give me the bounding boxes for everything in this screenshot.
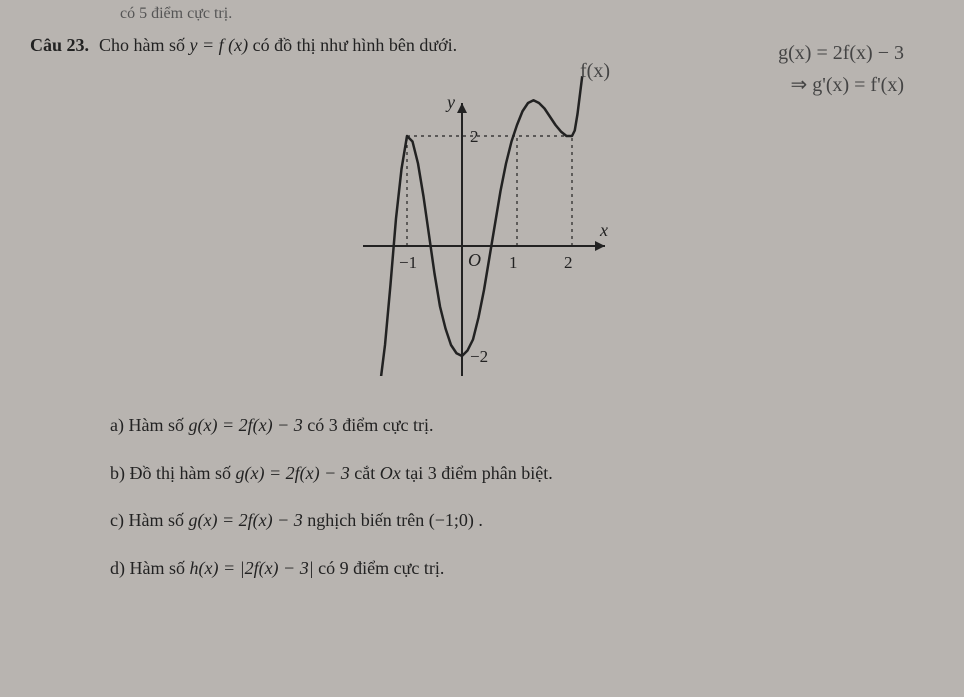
handwriting-line2: ⇒ g'(x) = f'(x) — [790, 72, 904, 97]
opt-b-suffix: tại 3 điểm phân biệt. — [405, 463, 552, 483]
opt-d-formula: h(x) = |2f(x) − 3| — [190, 558, 314, 578]
svg-text:x: x — [599, 220, 608, 240]
svg-text:1: 1 — [509, 253, 518, 272]
opt-d-suffix: có 9 điểm cực trị. — [318, 558, 444, 578]
opt-c-formula: g(x) = 2f(x) − 3 — [188, 510, 302, 530]
question-formula: y = f (x) — [190, 35, 249, 55]
opt-c-prefix: c) Hàm số — [110, 510, 188, 530]
handwriting-line1: g(x) = 2f(x) − 3 — [778, 42, 904, 65]
opt-c-mid: nghịch biến trên — [307, 510, 428, 530]
svg-text:−1: −1 — [399, 253, 417, 272]
opt-b-ox: Ox — [380, 463, 401, 483]
opt-a-prefix: a) Hàm số — [110, 415, 188, 435]
opt-b-prefix: b) Đồ thị hàm số — [110, 463, 236, 483]
handwriting-fx: f(x) — [580, 60, 610, 83]
option-a: a) Hàm số g(x) = 2f(x) − 3 có 3 điểm cực… — [110, 406, 934, 446]
function-graph: y x O −1 1 2 2 −2 — [342, 76, 622, 376]
question-suffix: có đồ thị như hình bên dưới. — [253, 35, 458, 55]
svg-text:O: O — [468, 250, 481, 270]
opt-b-mid: cắt — [354, 463, 379, 483]
options-list: a) Hàm số g(x) = 2f(x) − 3 có 3 điểm cực… — [110, 406, 934, 588]
option-b: b) Đồ thị hàm số g(x) = 2f(x) − 3 cắt Ox… — [110, 454, 934, 494]
chart-container: y x O −1 1 2 2 −2 — [30, 76, 934, 376]
opt-a-formula: g(x) = 2f(x) − 3 — [188, 415, 302, 435]
svg-text:y: y — [445, 92, 455, 112]
svg-text:−2: −2 — [470, 347, 488, 366]
question-prefix: Cho hàm số — [99, 35, 190, 55]
option-d: d) Hàm số h(x) = |2f(x) − 3| có 9 điểm c… — [110, 549, 934, 589]
question-number: Câu 23. — [30, 35, 89, 56]
opt-d-prefix: d) Hàm số — [110, 558, 190, 578]
option-c: c) Hàm số g(x) = 2f(x) − 3 nghịch biến t… — [110, 501, 934, 541]
svg-text:2: 2 — [470, 127, 479, 146]
opt-c-suffix: . — [478, 510, 483, 530]
svg-text:2: 2 — [564, 253, 573, 272]
opt-c-interval: (−1;0) — [429, 510, 474, 530]
opt-a-suffix: có 3 điểm cực trị. — [307, 415, 433, 435]
faded-top-text: có 5 điểm cực trị. — [120, 5, 232, 23]
opt-b-formula: g(x) = 2f(x) − 3 — [236, 463, 350, 483]
